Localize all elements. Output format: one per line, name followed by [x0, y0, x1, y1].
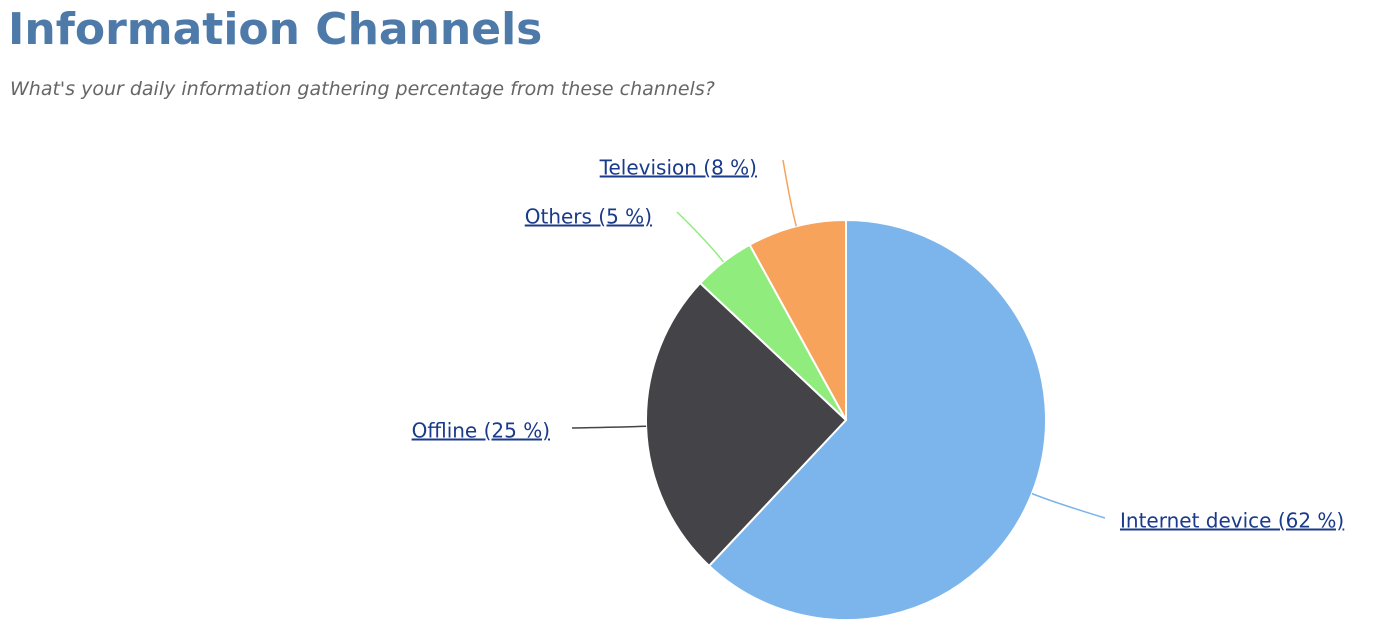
pie-slice [707, 218, 1047, 621]
pie-slice [645, 281, 848, 568]
data-label: Television (8 %) [599, 156, 757, 180]
pie-slice [748, 218, 847, 421]
data-label: Offline (25 %) [412, 419, 550, 443]
data-label: Others (5 %) [525, 205, 652, 229]
connector [1031, 492, 1106, 519]
connector [676, 211, 725, 263]
chart-title: Information Channels [8, 4, 542, 55]
connector [571, 425, 647, 429]
connector [782, 159, 797, 227]
data-label: Internet device (62 %) [1120, 509, 1344, 533]
chart-subtitle: What's your daily information gathering … [10, 78, 715, 100]
